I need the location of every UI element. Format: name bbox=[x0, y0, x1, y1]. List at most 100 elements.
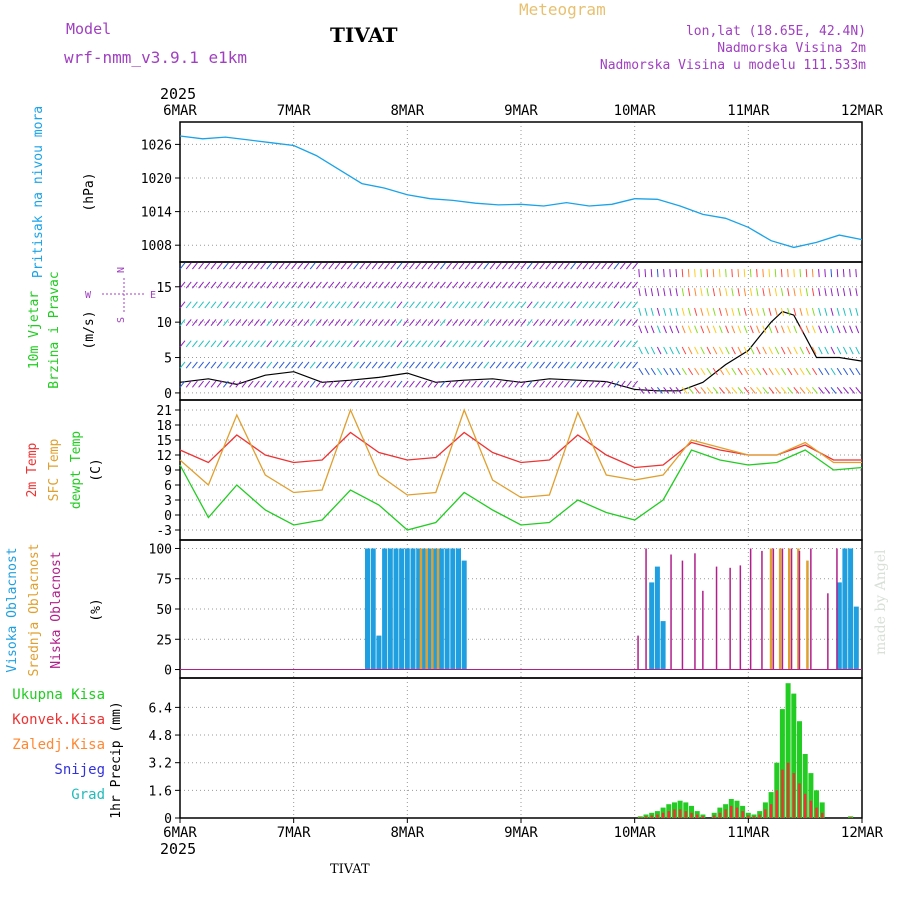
wind-direction-barb bbox=[520, 281, 527, 289]
wind-direction-barb bbox=[533, 319, 539, 327]
wind-direction-barb bbox=[539, 319, 545, 327]
wind-direction-barb bbox=[272, 262, 279, 270]
wind-direction-barb bbox=[700, 269, 702, 278]
wind-direction-barb bbox=[700, 325, 705, 334]
wind-direction-barb bbox=[433, 319, 440, 327]
wind-direction-barb bbox=[210, 380, 217, 388]
wind-direction-barb bbox=[291, 301, 297, 309]
wind-direction-barb bbox=[378, 319, 384, 327]
wind-direction-barb bbox=[749, 307, 753, 316]
wind-direction-barb bbox=[223, 301, 229, 309]
wind-direction-barb bbox=[644, 325, 649, 334]
wind-direction-barb bbox=[210, 262, 217, 270]
wind-direction-barb bbox=[780, 307, 784, 316]
wind-direction-barb bbox=[247, 301, 254, 309]
wind-direction-barb bbox=[595, 281, 601, 289]
wind-direction-barb bbox=[774, 346, 780, 355]
wind-direction-barb bbox=[421, 361, 428, 369]
wind-direction-barb bbox=[365, 380, 372, 388]
wind-direction-barb bbox=[508, 281, 514, 289]
wind-direction-barb bbox=[675, 367, 681, 376]
wind-direction-barb bbox=[582, 319, 589, 327]
model-label: Model bbox=[66, 20, 112, 38]
wind-direction-barb bbox=[855, 386, 862, 394]
wind-direction-barb bbox=[842, 346, 848, 355]
wind-direction-barb bbox=[818, 288, 821, 297]
wind-direction-barb bbox=[204, 361, 211, 369]
precip-bar-convective bbox=[701, 816, 705, 818]
wind-direction-barb bbox=[309, 301, 316, 309]
wind-direction-barb bbox=[415, 262, 421, 270]
wind-direction-barb bbox=[458, 380, 465, 388]
wind-direction-barb bbox=[347, 281, 353, 289]
wind-direction-barb bbox=[582, 281, 589, 289]
wind-direction-barb bbox=[458, 262, 465, 270]
wind-direction-barb bbox=[725, 269, 727, 278]
wind-direction-barb bbox=[613, 281, 620, 289]
wind-direction-barb bbox=[836, 346, 842, 355]
precip-bar-total bbox=[797, 721, 802, 818]
wind-direction-barb bbox=[656, 269, 659, 278]
clouds-ytick-label: 25 bbox=[156, 633, 172, 648]
wind-direction-barb bbox=[328, 340, 335, 348]
wind-direction-barb bbox=[601, 380, 607, 388]
wind-direction-barb bbox=[712, 367, 718, 376]
wind-direction-barb bbox=[564, 361, 570, 369]
wind-direction-barb bbox=[458, 319, 465, 327]
wind-direction-barb bbox=[322, 380, 328, 388]
wind-direction-barb bbox=[483, 361, 490, 369]
wind-direction-barb bbox=[811, 325, 816, 334]
cloud-ylabel-high: Visoka Oblacnost bbox=[5, 547, 20, 672]
wind-direction-barb bbox=[601, 301, 607, 309]
cloud-bar-mid bbox=[778, 548, 782, 670]
temperature-ytick-label: 6 bbox=[164, 479, 172, 494]
wind-direction-barb bbox=[247, 340, 254, 348]
wind-direction-barb bbox=[235, 319, 242, 327]
wind-direction-barb bbox=[836, 386, 843, 394]
wind-direction-barb bbox=[706, 346, 712, 355]
wind-direction-barb bbox=[433, 262, 440, 270]
wind-direction-barb bbox=[378, 380, 384, 388]
wind-direction-barb bbox=[656, 288, 660, 297]
wind-direction-barb bbox=[390, 262, 397, 270]
wind-direction-barb bbox=[842, 269, 845, 278]
wind-direction-barb bbox=[650, 386, 657, 394]
time-label-bottom: 9MAR bbox=[504, 825, 538, 841]
wind-direction-barb bbox=[849, 325, 853, 334]
wind-direction-barb bbox=[421, 340, 428, 348]
precip-bar-convective bbox=[764, 809, 767, 818]
temperature-ytick-label: 3 bbox=[164, 494, 172, 509]
wind-direction-barb bbox=[402, 262, 409, 270]
wind-direction-barb bbox=[340, 361, 347, 369]
wind-direction-barb bbox=[545, 361, 552, 369]
wind-direction-barb bbox=[601, 262, 607, 270]
wind-direction-barb bbox=[278, 340, 285, 348]
wind-direction-barb bbox=[725, 386, 731, 394]
wind-direction-barb bbox=[836, 325, 841, 334]
wind-direction-barb bbox=[303, 319, 310, 327]
cloud-bar-low bbox=[637, 635, 639, 670]
wind-direction-barb bbox=[557, 319, 564, 327]
wind-direction-barb bbox=[514, 319, 521, 327]
clouds-ytick-label: 100 bbox=[149, 542, 172, 557]
temperature-ytick-label: 21 bbox=[156, 404, 172, 419]
precip-bar-convective bbox=[821, 812, 824, 818]
wind-direction-barb bbox=[551, 361, 558, 369]
wind-direction-barb bbox=[254, 319, 260, 327]
time-label-bottom: 6MAR bbox=[163, 825, 197, 841]
wind-direction-barb bbox=[718, 367, 725, 376]
wind-direction-barb bbox=[588, 361, 595, 369]
wind-direction-barb bbox=[588, 340, 595, 348]
temperature-ytick-label: 9 bbox=[164, 464, 172, 479]
wind-direction-barb bbox=[526, 262, 533, 270]
wind-direction-barb bbox=[836, 367, 842, 376]
cloud-bar-low bbox=[772, 548, 775, 670]
wind-direction-barb bbox=[564, 340, 570, 348]
wind-direction-barb bbox=[570, 361, 576, 369]
wind-direction-barb bbox=[818, 325, 822, 334]
wind-direction-barb bbox=[694, 386, 700, 394]
precipitation-ytick-label: 4.8 bbox=[149, 729, 172, 744]
cloud-bar-high bbox=[376, 635, 382, 670]
wind-direction-barb bbox=[508, 340, 514, 348]
